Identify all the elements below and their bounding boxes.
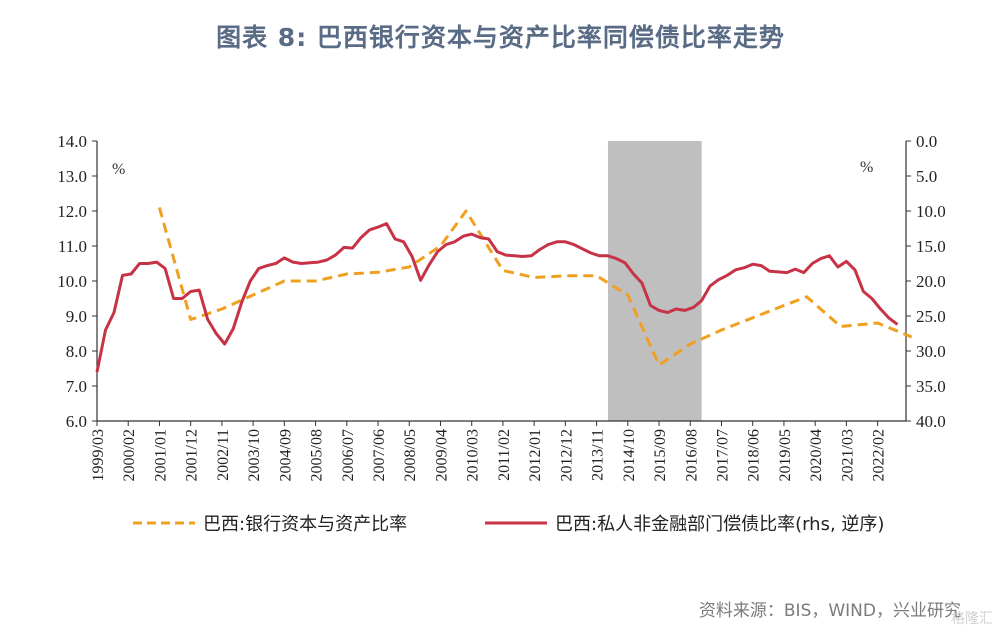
right-tick-label: 0.0 — [916, 132, 937, 151]
x-tick-label: 2009/04 — [433, 429, 450, 481]
right-axis-unit: % — [860, 159, 873, 176]
right-tick-label: 30.0 — [916, 342, 946, 361]
x-tick-label: 2016/08 — [683, 429, 700, 481]
x-tick-label: 2010/03 — [465, 429, 482, 481]
x-tick-label: 1999/03 — [90, 429, 107, 481]
legend-label: 巴西:银行资本与资产比率 — [203, 514, 407, 535]
x-tick-label: 2021/03 — [839, 429, 856, 481]
x-tick-label: 2013/11 — [590, 429, 607, 481]
x-tick-label: 2006/07 — [340, 429, 357, 481]
right-tick-label: 10.0 — [916, 202, 946, 221]
x-tick-label: 2007/06 — [371, 429, 388, 481]
x-tick-label: 2005/08 — [309, 429, 326, 481]
x-tick-label: 2022/02 — [871, 429, 888, 481]
right-tick-label: 25.0 — [916, 307, 946, 326]
x-tick-label: 2011/02 — [496, 429, 513, 481]
x-tick-label: 2018/06 — [746, 429, 763, 481]
right-tick-label: 40.0 — [916, 412, 946, 431]
legend-label: 巴西:私人非金融部门偿债比率(rhs, 逆序) — [555, 514, 884, 535]
left-tick-label: 12.0 — [57, 202, 87, 221]
left-tick-label: 6.0 — [66, 412, 87, 431]
right-tick-label: 35.0 — [916, 377, 946, 396]
chart-axes: 6.0 7.0 8.0 9.0 10.0 11.0 12.0 13.0 14.0 0.0 5.0 10… — [57, 132, 946, 481]
series-capital-asset-ratio-line — [157, 207, 913, 367]
left-tick-label: 14.0 — [57, 132, 87, 151]
watermark-logo: 格隆汇 — [951, 611, 993, 627]
shaded-period — [607, 141, 702, 421]
x-tick-label: 2020/04 — [808, 429, 825, 481]
chart-legend: 巴西:银行资本与资产比率 巴西:私人非金融部门偿债比率(rhs, 逆序) — [133, 514, 884, 535]
left-axis-unit: % — [112, 161, 125, 178]
x-tick-label: 2000/02 — [121, 429, 138, 481]
x-tick-label: 2017/07 — [714, 429, 731, 481]
shaded-region-rect — [607, 141, 702, 421]
x-tick-label: 2019/05 — [777, 429, 794, 481]
source-note: 资料来源：BIS，WIND，兴业研究 — [698, 601, 961, 621]
left-tick-label: 7.0 — [66, 377, 87, 396]
left-tick-label: 8.0 — [66, 342, 87, 361]
right-tick-label: 15.0 — [916, 237, 946, 256]
right-tick-label: 20.0 — [916, 272, 946, 291]
x-tick-label: 2012/12 — [558, 429, 575, 481]
right-tick-label: 5.0 — [916, 167, 937, 186]
series-debt-service-ratio-line — [95, 222, 899, 373]
left-tick-label: 9.0 — [66, 307, 87, 326]
left-tick-label: 10.0 — [57, 272, 87, 291]
x-tick-label: 2001/01 — [152, 429, 169, 481]
chart-series — [95, 207, 913, 373]
x-tick-label: 2008/05 — [402, 429, 419, 481]
x-tick-label: 2002/11 — [215, 429, 232, 481]
x-tick-label: 2014/10 — [621, 429, 638, 481]
left-tick-label: 11.0 — [58, 237, 87, 256]
chart-title: 图表 8: 巴西银行资本与资产比率同偿债比率走势 — [216, 23, 785, 52]
x-tick-label: 2004/09 — [277, 429, 294, 481]
left-tick-label: 13.0 — [57, 167, 87, 186]
x-tick-label: 2012/01 — [527, 429, 544, 481]
x-tick-label: 2001/12 — [184, 429, 201, 481]
x-tick-label: 2015/09 — [652, 429, 669, 481]
x-tick-label: 2003/10 — [246, 429, 263, 481]
